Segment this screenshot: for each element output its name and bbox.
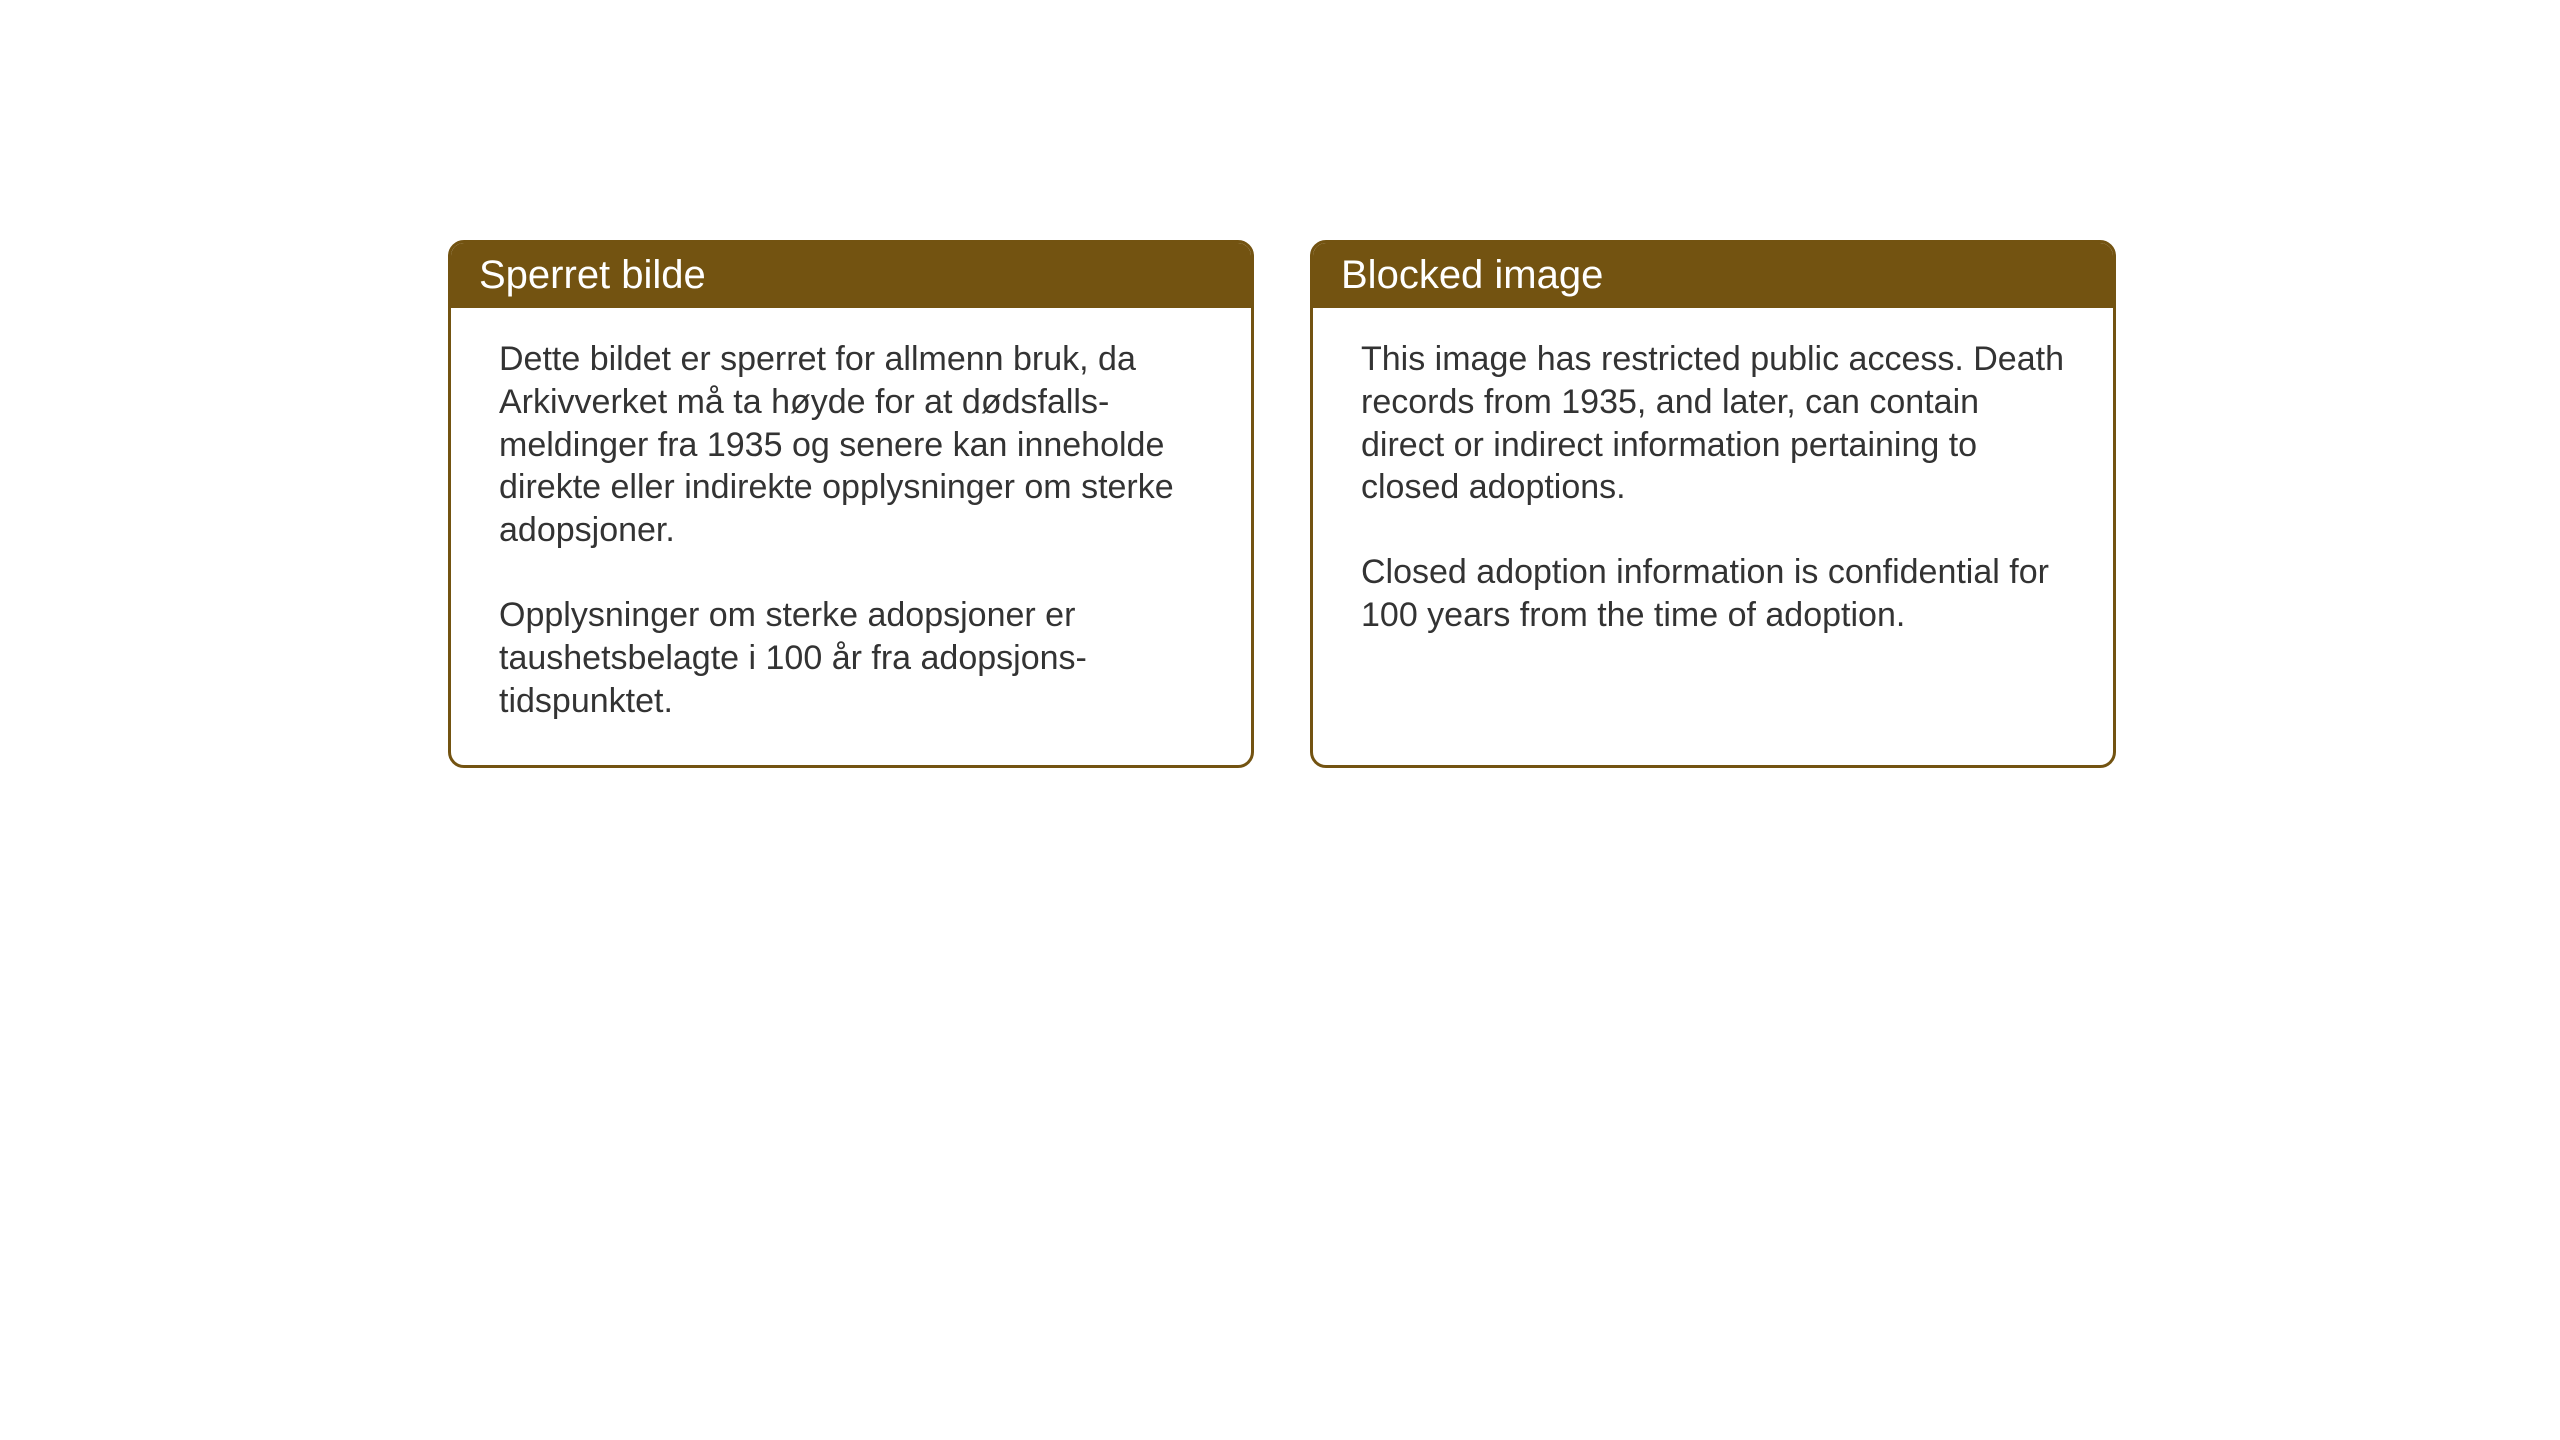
- card-english-body: This image has restricted public access.…: [1313, 308, 2113, 679]
- card-english-paragraph-2: Closed adoption information is confident…: [1361, 551, 2065, 637]
- card-english: Blocked image This image has restricted …: [1310, 240, 2116, 768]
- card-english-header: Blocked image: [1313, 243, 2113, 308]
- card-english-title: Blocked image: [1341, 253, 1603, 297]
- cards-container: Sperret bilde Dette bildet er sperret fo…: [0, 0, 2560, 768]
- card-norwegian-body: Dette bildet er sperret for allmenn bruk…: [451, 308, 1251, 765]
- card-norwegian-header: Sperret bilde: [451, 243, 1251, 308]
- card-english-paragraph-1: This image has restricted public access.…: [1361, 338, 2065, 509]
- card-norwegian-paragraph-1: Dette bildet er sperret for allmenn bruk…: [499, 338, 1203, 552]
- card-norwegian-title: Sperret bilde: [479, 253, 706, 297]
- card-norwegian-paragraph-2: Opplysninger om sterke adopsjoner er tau…: [499, 594, 1203, 722]
- card-norwegian: Sperret bilde Dette bildet er sperret fo…: [448, 240, 1254, 768]
